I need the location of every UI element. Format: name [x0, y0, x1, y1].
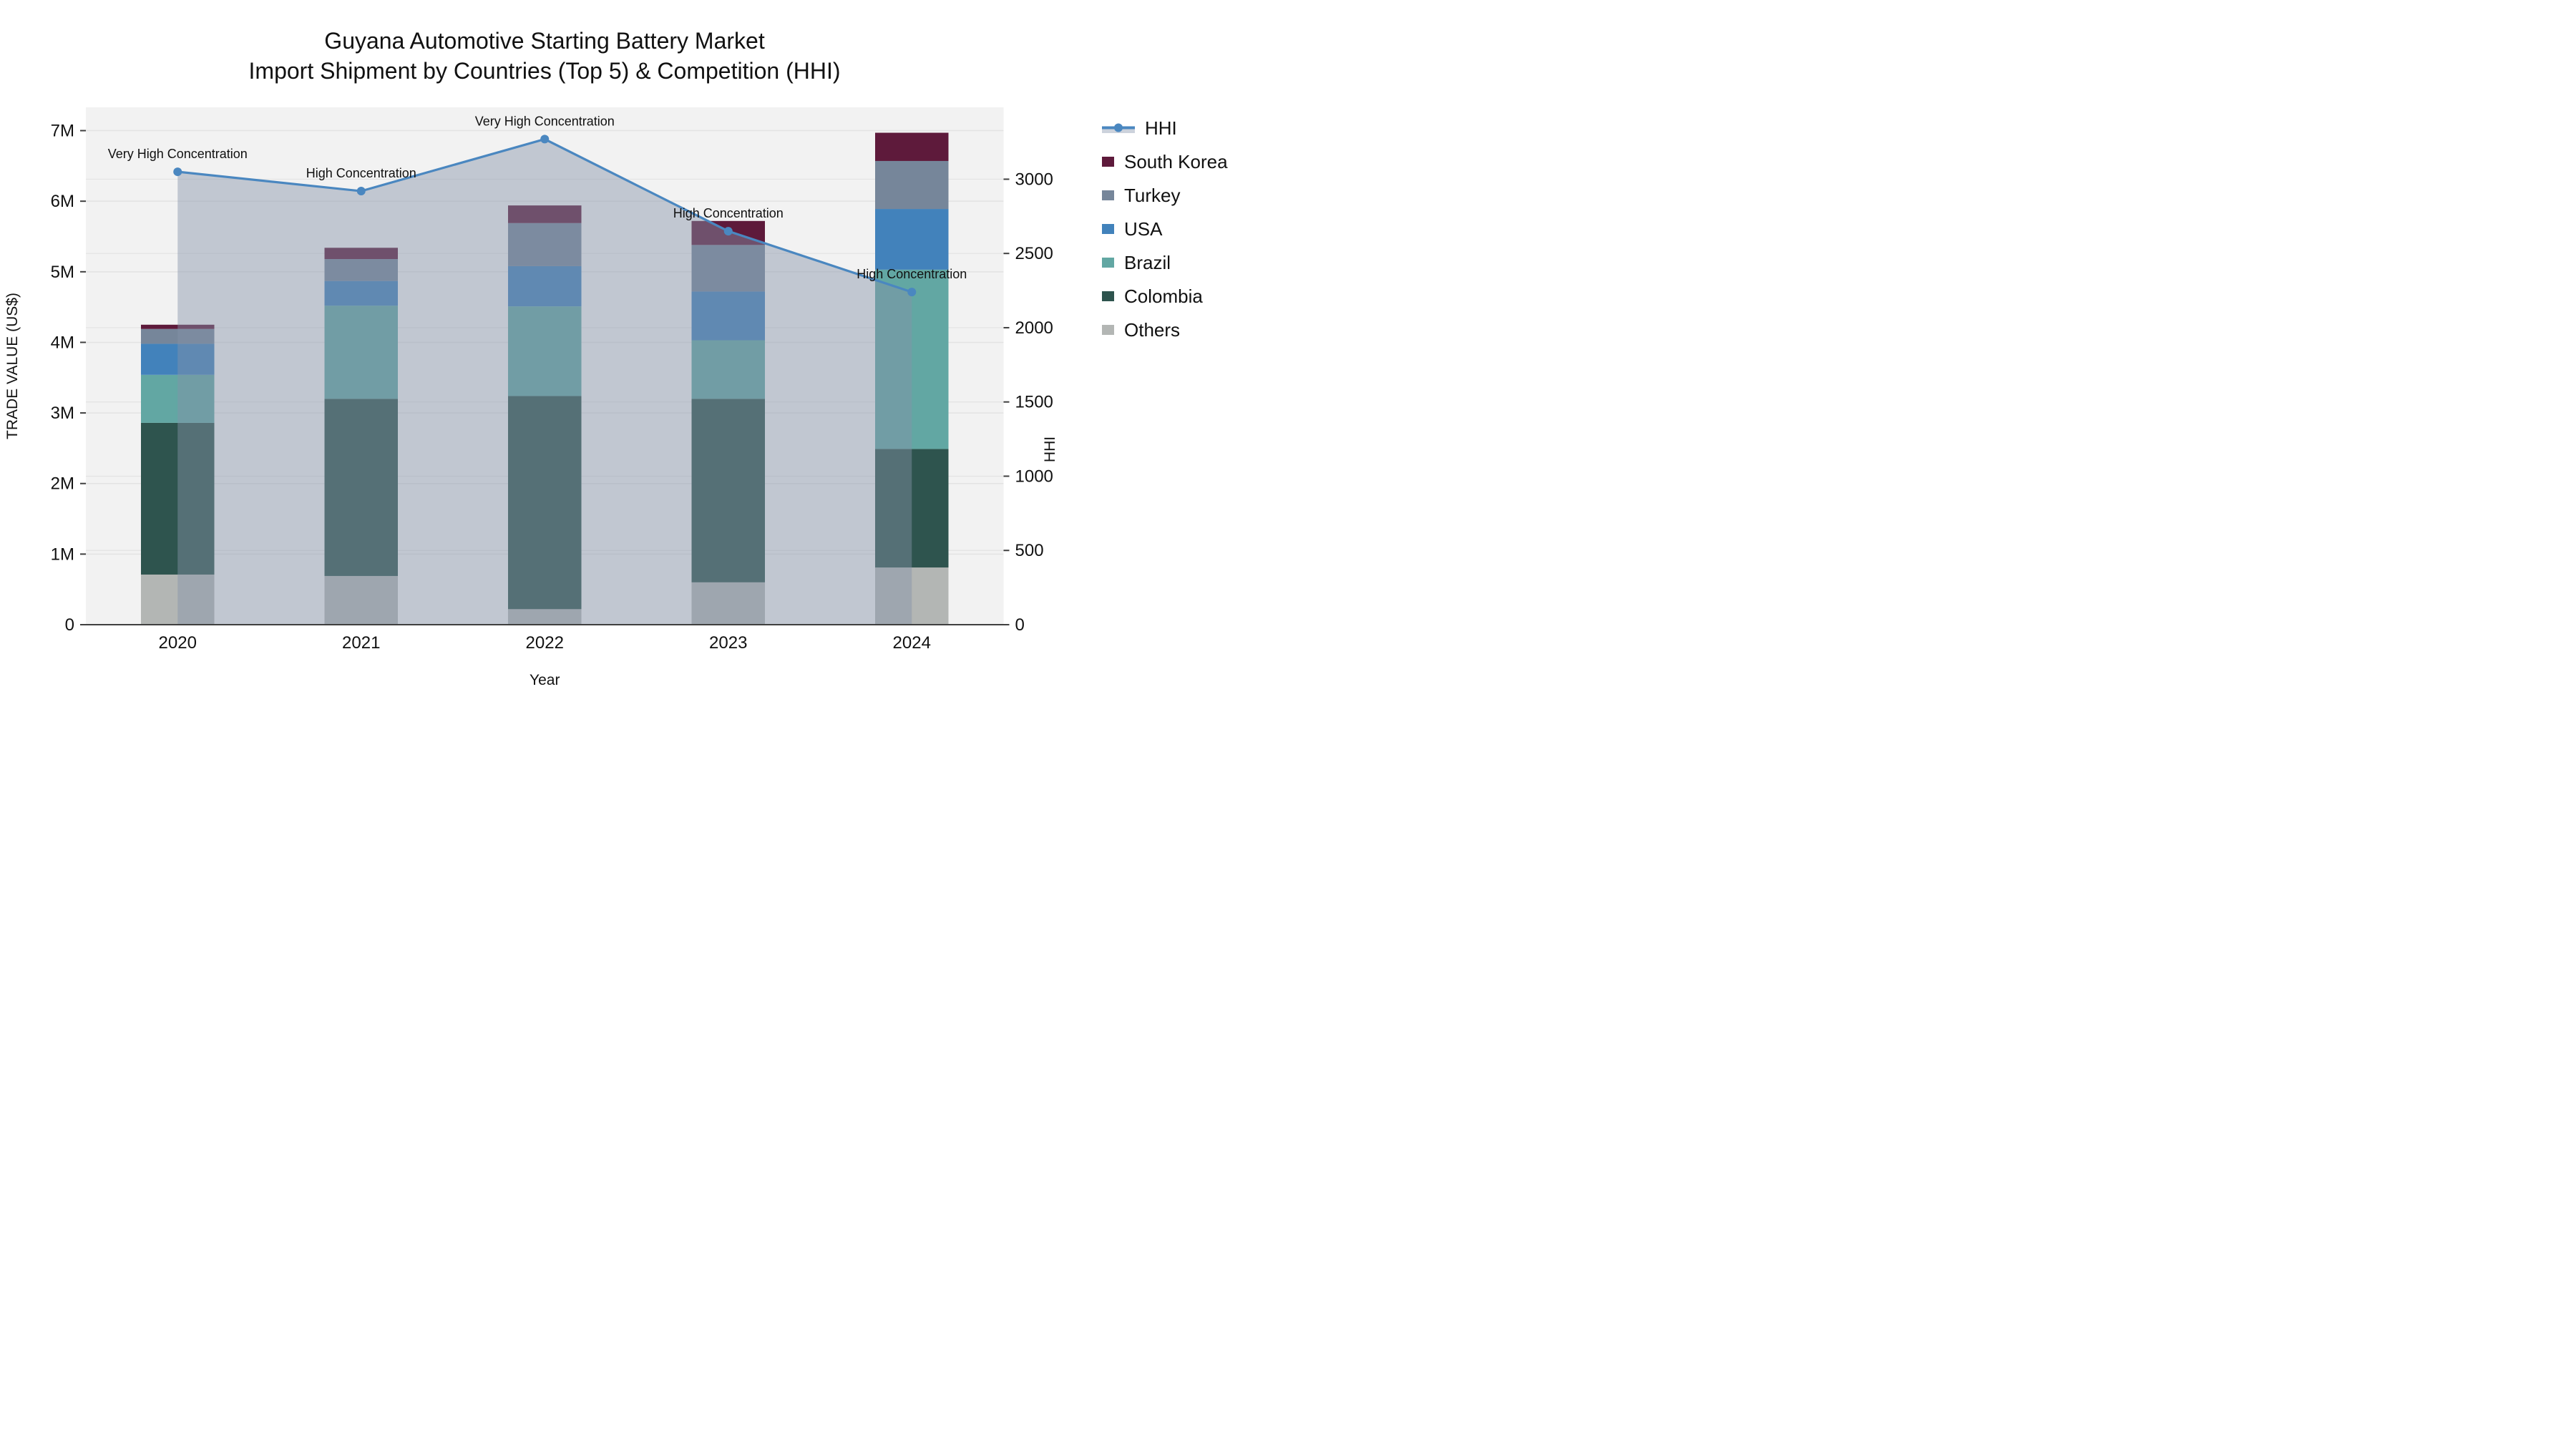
x-tick-label-2024: 2024 [893, 633, 931, 653]
legend-item-others[interactable]: Others [1102, 318, 1228, 342]
right-tick-label-1500: 1500 [1015, 393, 1053, 412]
colombia-color-swatch [1102, 291, 1114, 301]
legend-item-brazil[interactable]: Brazil [1102, 250, 1228, 275]
bar-segment-turkey-2020 [141, 328, 215, 344]
x-tick-label-2020: 2020 [159, 633, 197, 653]
chart-title: Guyana Automotive Starting Battery Marke… [0, 26, 1089, 86]
bar-segment-colombia-2020 [141, 422, 215, 575]
legend-item-south-korea[interactable]: South Korea [1102, 150, 1228, 174]
bar-segment-others-2020 [141, 574, 215, 625]
x-tick-label-2022: 2022 [526, 633, 564, 653]
legend-item-label: Brazil [1124, 251, 1171, 273]
x-tick-label-2023: 2023 [709, 633, 747, 653]
annotation-2021: High Concentration [306, 166, 416, 180]
x-tick-label-2021: 2021 [342, 633, 380, 653]
left-tick-label-4M: 4M [51, 333, 74, 352]
bar-segment-south-korea-2024 [875, 132, 949, 161]
bar-segment-brazil-2020 [141, 374, 215, 423]
right-tick-label-500: 500 [1015, 541, 1044, 560]
right-tick-label-2000: 2000 [1015, 318, 1053, 338]
bar-segment-usa-2023 [691, 291, 765, 341]
bar-segment-brazil-2021 [324, 306, 398, 399]
south-korea-color-swatch [1102, 157, 1114, 167]
bar-segment-others-2021 [324, 575, 398, 625]
hhi-area-fill [177, 139, 912, 625]
bar-segment-turkey-2024 [875, 160, 949, 210]
brazil-color-swatch [1102, 258, 1114, 268]
hhi-marker-2020 [173, 167, 182, 177]
right-tick-label-0: 0 [1015, 615, 1025, 635]
y-right-axis-title: HHI [1042, 436, 1058, 462]
bar-segment-south-korea-2021 [324, 248, 398, 260]
legend-item-label: Turkey [1124, 184, 1181, 206]
legend-item-hhi[interactable]: HHI [1102, 116, 1228, 140]
bar-segment-brazil-2022 [508, 306, 582, 396]
bar-segment-brazil-2023 [691, 340, 765, 399]
left-tick-label-2M: 2M [51, 474, 74, 494]
bar-segment-turkey-2021 [324, 259, 398, 281]
bar-segment-usa-2021 [324, 280, 398, 306]
bar-segment-colombia-2023 [691, 399, 765, 582]
legend: HHI South Korea Turkey USA Brazil Colombia Oth… [1102, 116, 1228, 342]
annotation-2020: Very High Concentration [108, 147, 248, 161]
legend-item-label: USA [1124, 218, 1163, 240]
legend-item-label: South Korea [1124, 150, 1228, 172]
chart-title-line2: Import Shipment by Countries (Top 5) & C… [248, 58, 841, 84]
bar-segment-turkey-2022 [508, 223, 582, 266]
annotation-2023: High Concentration [673, 206, 784, 220]
hhi-marker-2024 [907, 288, 917, 297]
hhi-line-swatch [1102, 123, 1135, 133]
bar-segment-colombia-2021 [324, 399, 398, 576]
hhi-marker-2022 [540, 135, 550, 144]
left-tick-label-0: 0 [65, 615, 74, 635]
y-left-axis-title: TRADE VALUE (US$) [4, 293, 21, 439]
legend-item-colombia[interactable]: Colombia [1102, 284, 1228, 308]
chart-page: Guyana Automotive Starting Battery Marke… [0, 0, 1288, 725]
bar-segment-turkey-2023 [691, 245, 765, 292]
right-tick-label-3000: 3000 [1015, 170, 1053, 189]
x-axis-title: Year [530, 672, 560, 688]
hhi-marker-2021 [356, 187, 366, 196]
bar-segment-usa-2020 [141, 343, 215, 375]
bar-segment-usa-2022 [508, 265, 582, 307]
chart-canvas: Very High Concentration High Concentratio… [4, 107, 1058, 688]
left-tick-label-6M: 6M [51, 192, 74, 211]
right-tick-label-1000: 1000 [1015, 467, 1053, 486]
bar-segment-usa-2024 [875, 209, 949, 270]
turkey-color-swatch [1102, 190, 1114, 200]
legend-item-label: HHI [1145, 117, 1177, 139]
others-color-swatch [1102, 325, 1114, 335]
left-tick-label-3M: 3M [51, 404, 74, 423]
left-tick-label-5M: 5M [51, 263, 74, 282]
annotation-2024: High Concentration [857, 267, 967, 281]
bar-segment-colombia-2024 [875, 449, 949, 568]
left-tick-label-7M: 7M [51, 122, 74, 141]
bar-segment-colombia-2022 [508, 396, 582, 610]
right-tick-label-2500: 2500 [1015, 244, 1053, 263]
left-tick-label-1M: 1M [51, 545, 74, 564]
bar-segment-south-korea-2020 [141, 324, 215, 329]
hhi-marker-2023 [723, 227, 733, 236]
chart-title-line1: Guyana Automotive Starting Battery Marke… [324, 28, 765, 54]
legend-item-label: Others [1124, 318, 1181, 341]
bar-segment-brazil-2024 [875, 269, 949, 449]
usa-color-swatch [1102, 224, 1114, 234]
bar-segment-others-2023 [691, 582, 765, 625]
legend-item-label: Colombia [1124, 285, 1203, 307]
bar-segment-others-2024 [875, 567, 949, 625]
legend-item-usa[interactable]: USA [1102, 217, 1228, 241]
bar-segment-others-2022 [508, 609, 582, 625]
legend-item-turkey[interactable]: Turkey [1102, 183, 1228, 208]
annotation-2022: Very High Concentration [475, 114, 615, 128]
bar-segment-south-korea-2022 [508, 205, 582, 223]
